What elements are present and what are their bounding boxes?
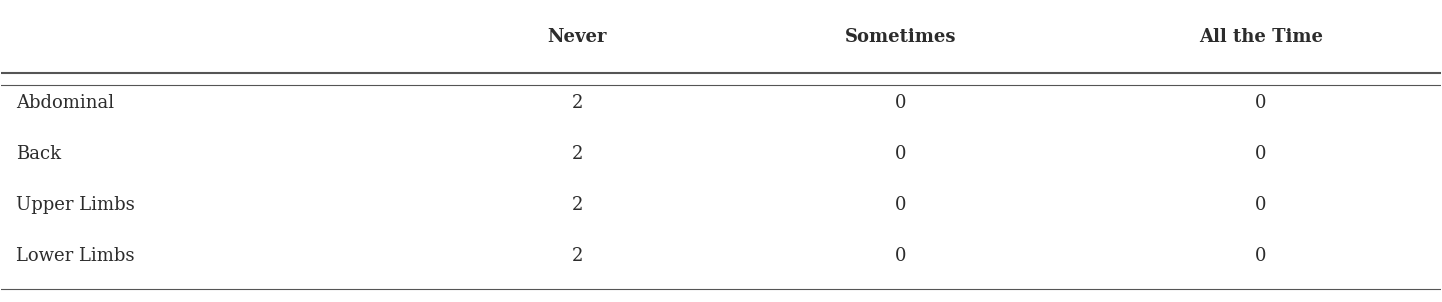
Text: 0: 0 <box>1255 196 1266 214</box>
Text: All the Time: All the Time <box>1198 28 1322 46</box>
Text: Back: Back <box>16 145 61 163</box>
Text: 2: 2 <box>571 247 583 265</box>
Text: 2: 2 <box>571 196 583 214</box>
Text: Lower Limbs: Lower Limbs <box>16 247 134 265</box>
Text: Upper Limbs: Upper Limbs <box>16 196 134 214</box>
Text: 0: 0 <box>895 145 907 163</box>
Text: Abdominal: Abdominal <box>16 94 114 112</box>
Text: 2: 2 <box>571 94 583 112</box>
Text: 0: 0 <box>1255 247 1266 265</box>
Text: 0: 0 <box>895 247 907 265</box>
Text: Sometimes: Sometimes <box>845 28 956 46</box>
Text: Never: Never <box>548 28 607 46</box>
Text: 0: 0 <box>1255 145 1266 163</box>
Text: 0: 0 <box>895 196 907 214</box>
Text: 0: 0 <box>1255 94 1266 112</box>
Text: 2: 2 <box>571 145 583 163</box>
Text: 0: 0 <box>895 94 907 112</box>
